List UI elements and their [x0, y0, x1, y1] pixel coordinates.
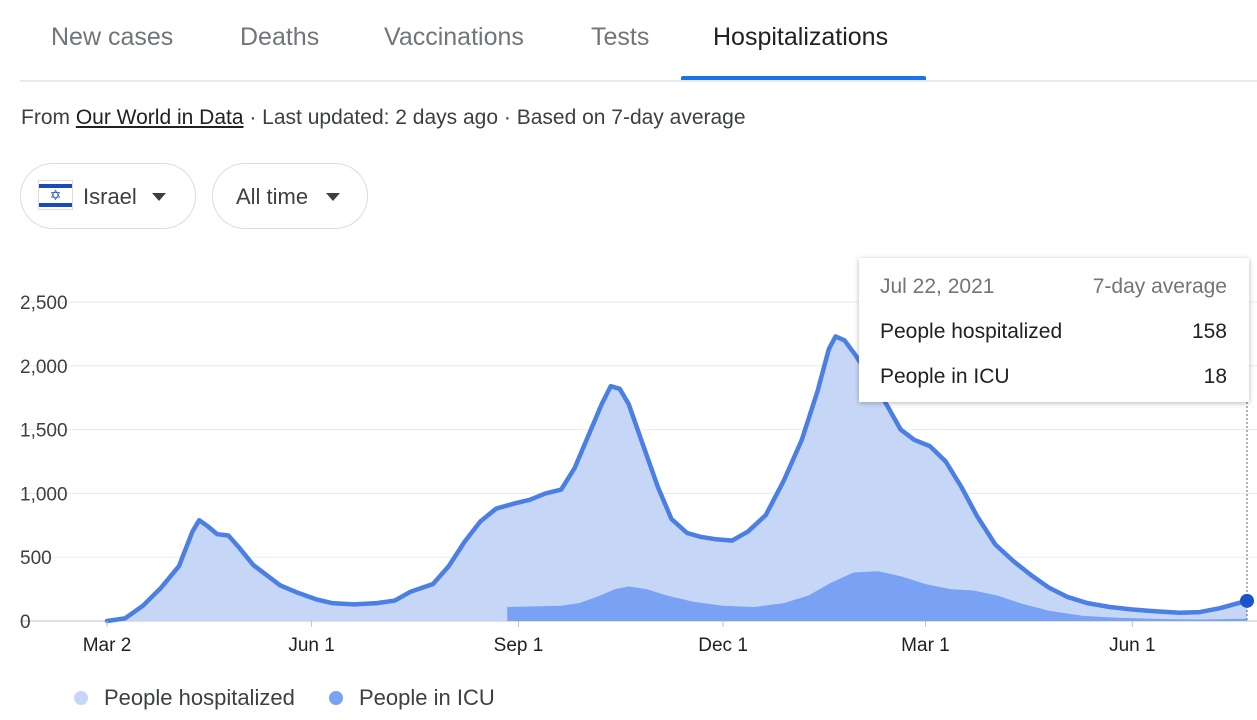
hospitalized-area [107, 336, 1247, 621]
tooltip-hospitalized-value: 158 [1191, 320, 1227, 343]
y-tick-label: 0 [20, 612, 31, 633]
tab-bar: New cases Deaths Vaccinations Tests Hosp… [20, 0, 1257, 82]
x-tick-label: Dec 1 [698, 635, 748, 656]
y-tick-label: 1,000 [20, 484, 68, 505]
hospitalized-line [104, 334, 1250, 624]
tooltip-icu-value: 18 [1203, 365, 1227, 388]
chart-tooltip: Jul 22, 2021 7-day average People hospit… [859, 258, 1249, 402]
source-suffix: · Last updated: 2 days ago · Based on 7-… [249, 106, 746, 129]
chevron-down-icon [152, 193, 166, 201]
icu-area [507, 571, 1247, 621]
tab-tests[interactable]: Tests [591, 23, 650, 51]
y-tick-label: 500 [20, 548, 52, 569]
chevron-down-icon [326, 193, 340, 201]
x-tick-label: Sep 1 [494, 635, 544, 656]
x-tick-label: Jun 1 [288, 635, 334, 656]
y-tick-label: 2,000 [20, 357, 68, 378]
tooltip-date: Jul 22, 2021 [880, 275, 995, 298]
source-link[interactable]: Our World in Data [75, 106, 244, 129]
x-tick-label: Mar 2 [83, 635, 132, 656]
y-tick-label: 2,500 [20, 293, 68, 314]
tooltip-average-label: 7-day average [1092, 275, 1227, 298]
tab-deaths[interactable]: Deaths [240, 23, 320, 51]
tab-vaccinations[interactable]: Vaccinations [384, 23, 524, 51]
x-tick-label: Jun 1 [1109, 635, 1155, 656]
israel-flag-icon: ✡ [38, 180, 73, 210]
hover-point [1240, 593, 1254, 608]
legend-icu-label: People in ICU [359, 685, 495, 710]
tooltip-hospitalized-label: People hospitalized [880, 320, 1063, 343]
y-tick-label: 1,500 [20, 421, 68, 442]
legend-icu-swatch [329, 691, 343, 705]
legend-hospitalized-swatch [74, 691, 88, 705]
source-prefix: From [21, 106, 70, 129]
tooltip-icu-label: People in ICU [880, 365, 1010, 388]
country-label: Israel [83, 184, 137, 209]
active-tab-indicator [681, 76, 926, 80]
tab-hospitalizations[interactable]: Hospitalizations [713, 23, 889, 51]
time-range-selector[interactable]: All time [212, 163, 368, 229]
source-line: From Our World in Data · Last updated: 2… [21, 106, 746, 130]
x-tick-label: Mar 1 [901, 635, 950, 656]
tab-new-cases[interactable]: New cases [51, 23, 174, 51]
legend-hospitalized-label: People hospitalized [104, 685, 295, 710]
country-selector[interactable]: ✡ Israel [20, 163, 196, 229]
time-range-label: All time [236, 184, 309, 209]
